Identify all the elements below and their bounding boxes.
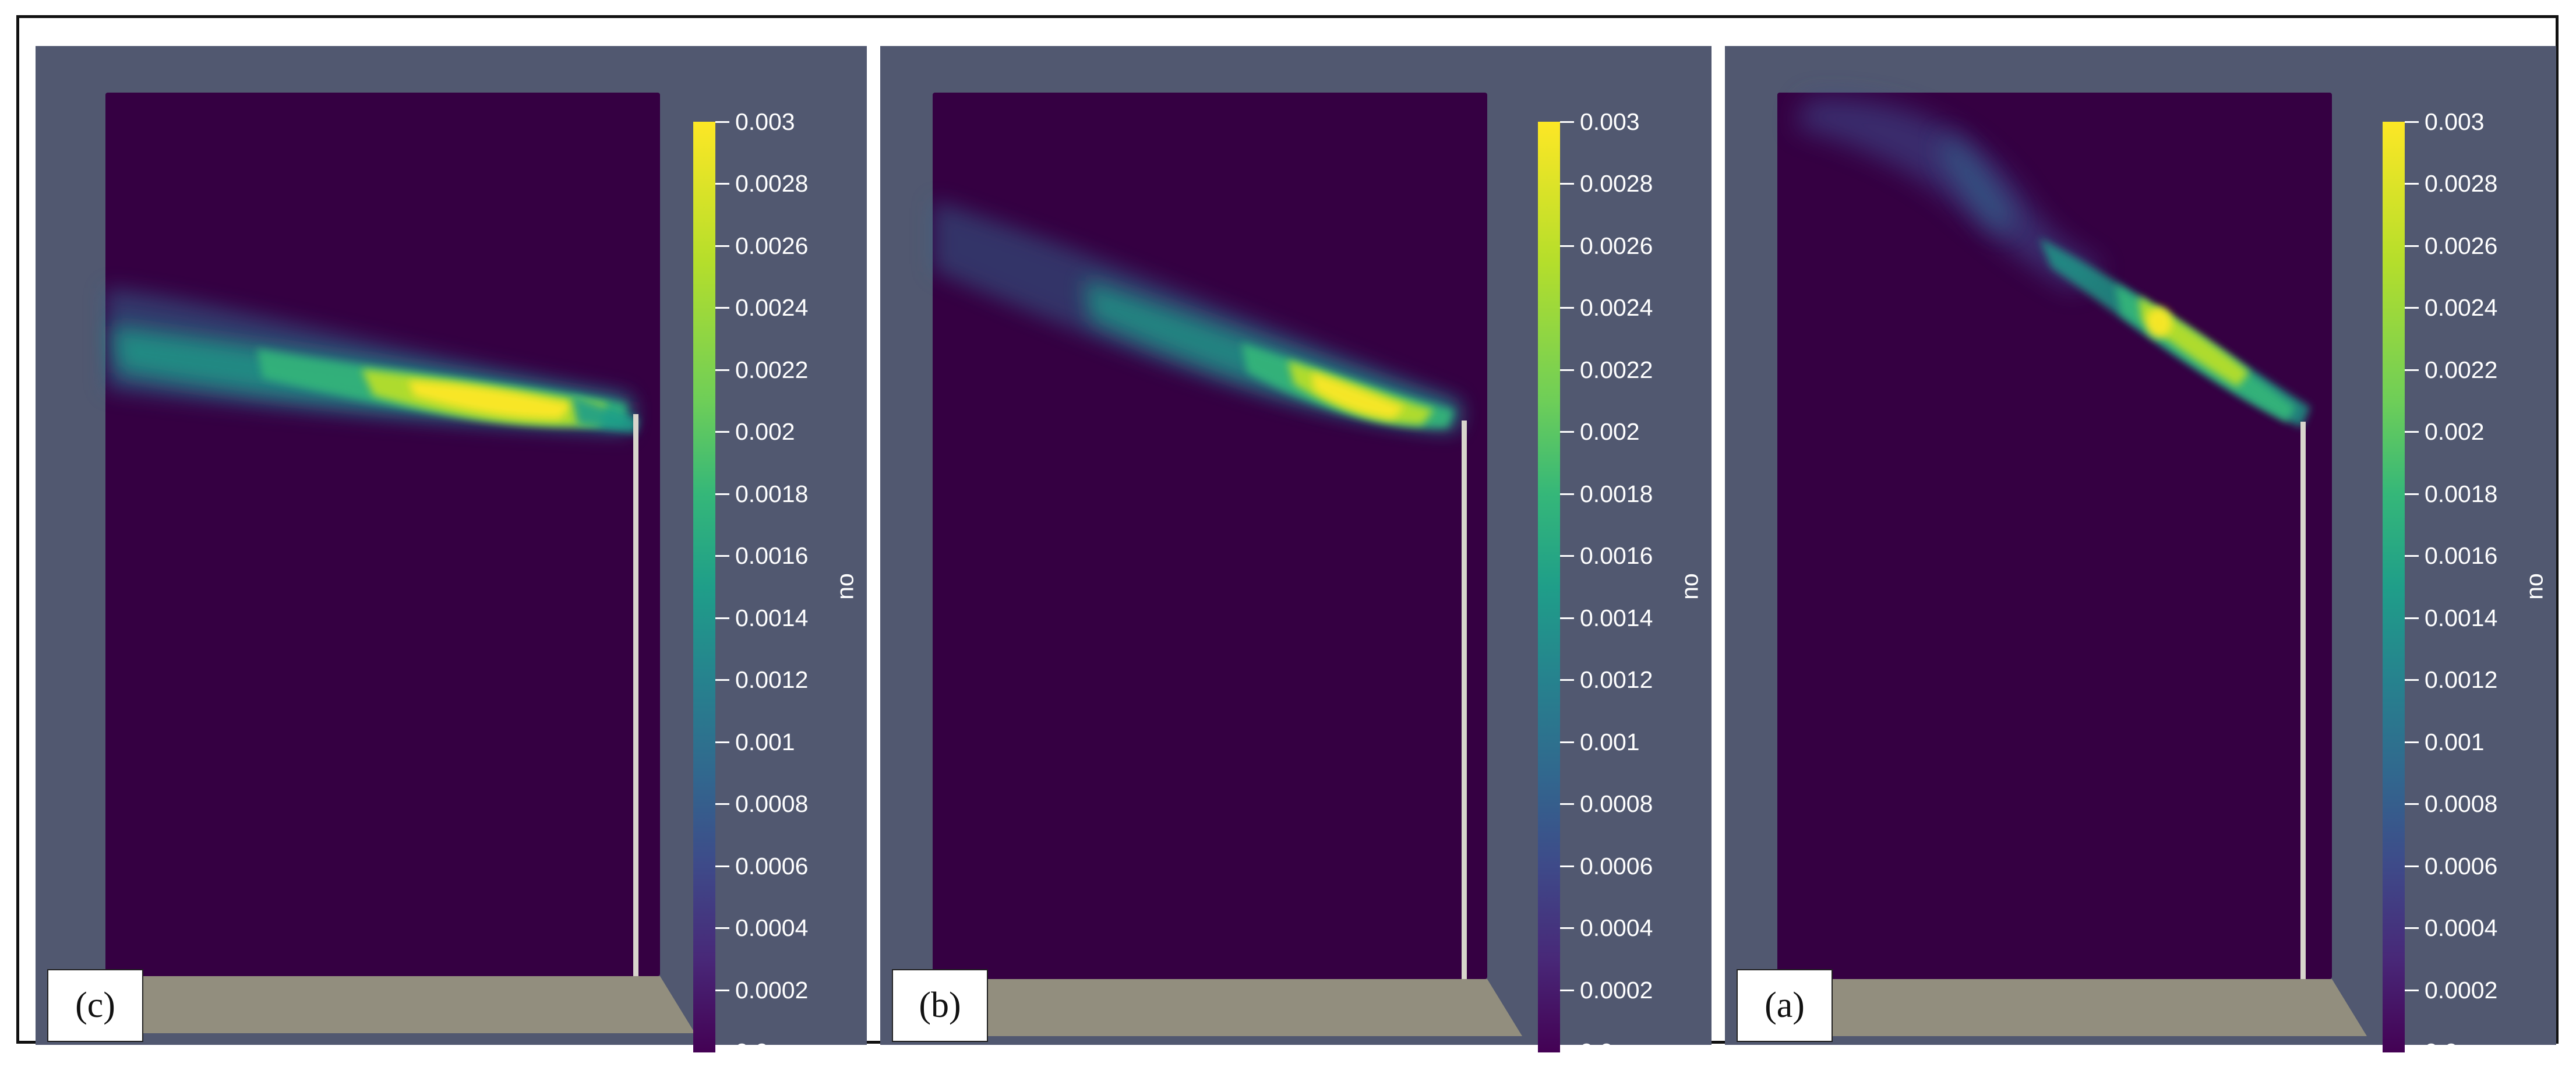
colorbar-c [693, 122, 715, 1052]
plume-c [105, 288, 638, 433]
domain-box [105, 93, 660, 976]
ground-plane [933, 979, 1522, 1036]
panel-label: (b) [892, 969, 988, 1042]
simulation-view-b [933, 93, 1522, 1036]
figure-frame: 0.003 0.0028 0.0026 0.0024 0.0022 0.002 … [16, 15, 2559, 1065]
panel-b: 0.003 0.0028 0.0026 0.0024 0.0022 0.002 … [880, 46, 1712, 1065]
panel-a: 0.003 0.0028 0.0026 0.0024 0.0022 0.002 … [1725, 46, 2556, 1065]
panel-label: (a) [1737, 969, 1833, 1042]
simulation-view-a [1777, 93, 2367, 1036]
colorbar-title: no [831, 573, 859, 600]
ground-plane [105, 976, 695, 1033]
domain-box [1777, 93, 2332, 979]
colorbar-b [1538, 122, 1560, 1052]
domain-box [933, 93, 1487, 979]
panel-label: (c) [47, 969, 143, 1042]
plume-b [933, 200, 1460, 430]
stack [633, 414, 638, 976]
stack [1462, 421, 1467, 979]
colorbar-title: no [1676, 573, 1703, 600]
panel-c: 0.003 0.0028 0.0026 0.0024 0.0022 0.002 … [36, 46, 867, 1065]
colorbar-title: no [2521, 573, 2548, 600]
colorbar-a [2383, 122, 2405, 1052]
plume-a [1795, 97, 2310, 427]
simulation-view-c [105, 93, 695, 1033]
ground-plane [1777, 979, 2367, 1036]
stack [2300, 422, 2306, 979]
